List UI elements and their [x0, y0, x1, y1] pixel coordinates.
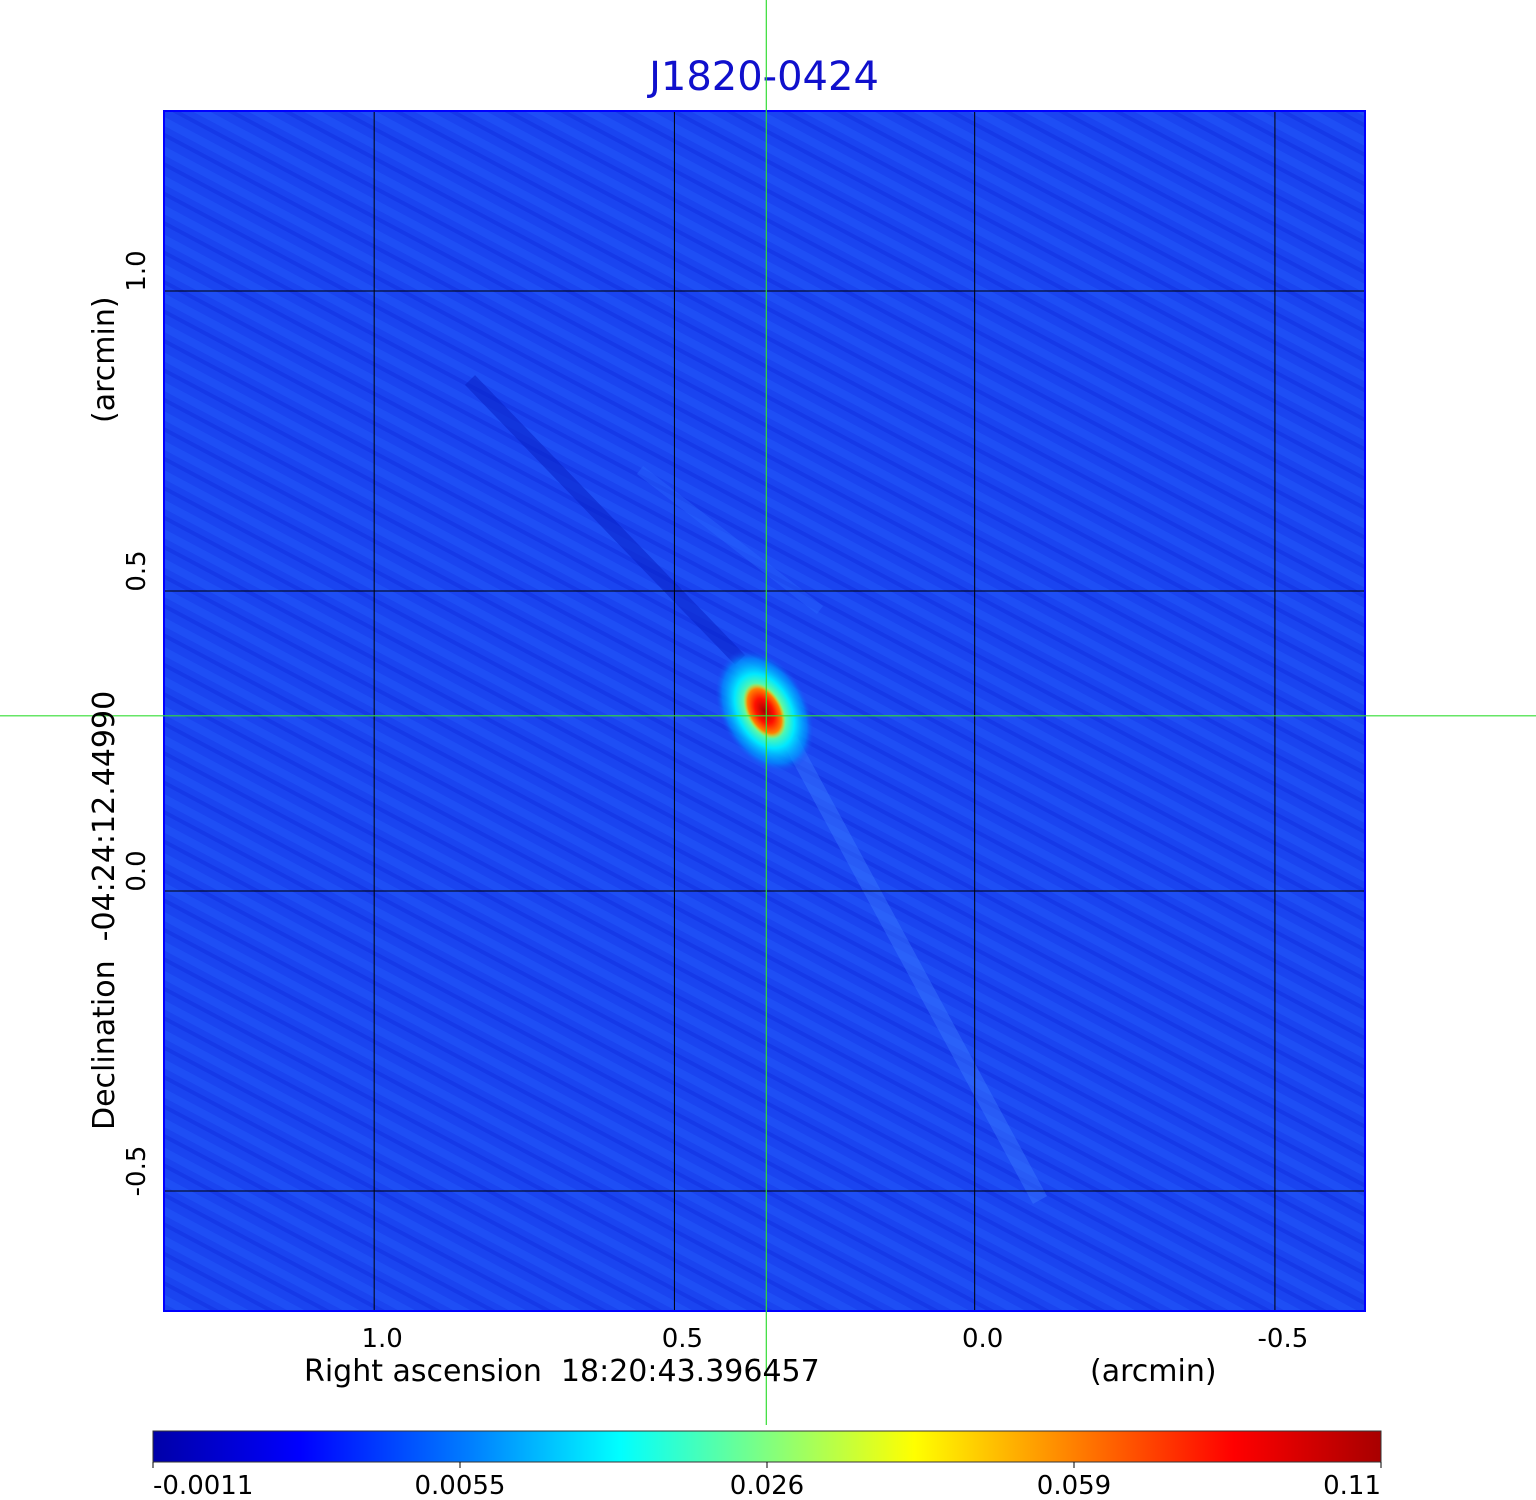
coordinate-grid — [164, 111, 1365, 1311]
x-axis-unit: (arcmin) — [1090, 1354, 1217, 1389]
x-tick-label: -0.5 — [1258, 1324, 1309, 1354]
colorbar-tick-label: 0.0055 — [415, 1471, 506, 1500]
colorbar-tick-label: 0.11 — [1323, 1471, 1381, 1500]
sidelobe-streak — [636, 466, 824, 614]
x-tick-label: 0.0 — [962, 1324, 1003, 1354]
y-tick-label: -0.5 — [122, 1146, 152, 1197]
crosshair — [0, 0, 1536, 1425]
plot-frame — [163, 110, 1366, 1312]
chart-title: J1820-0424 — [646, 54, 879, 100]
colorbar-tick-label: 0.026 — [730, 1471, 804, 1500]
map-area — [164, 111, 1365, 1311]
colorbar — [152, 1430, 1382, 1463]
y-axis-unit: (arcmin) — [87, 296, 122, 423]
y-axis-label: Declination -04:24:12.44990 — [87, 691, 122, 1130]
y-tick-label: 1.0 — [122, 250, 152, 291]
colorbar-tick-label: 0.059 — [1037, 1471, 1111, 1500]
y-tick-label: 0.0 — [122, 850, 152, 891]
x-axis-label: Right ascension 18:20:43.396457 — [304, 1354, 820, 1389]
y-axis-ticks: 1.0 0.5 0.0 -0.5 — [122, 250, 152, 1196]
colorbar-tick-label: -0.0011 — [153, 1471, 253, 1500]
source-blob — [714, 649, 815, 773]
source-core — [743, 683, 786, 739]
x-tick-label: 0.5 — [662, 1324, 703, 1354]
x-tick-label: 1.0 — [361, 1324, 402, 1354]
sidelobe-streak — [464, 375, 746, 665]
y-tick-label: 0.5 — [122, 550, 152, 591]
colorbar-ticks: -0.0011 0.0055 0.026 0.059 0.11 — [152, 1462, 1382, 1500]
x-axis-ticks: 1.0 0.5 0.0 -0.5 — [361, 1324, 1308, 1354]
sidelobe-streak — [782, 736, 1048, 1204]
